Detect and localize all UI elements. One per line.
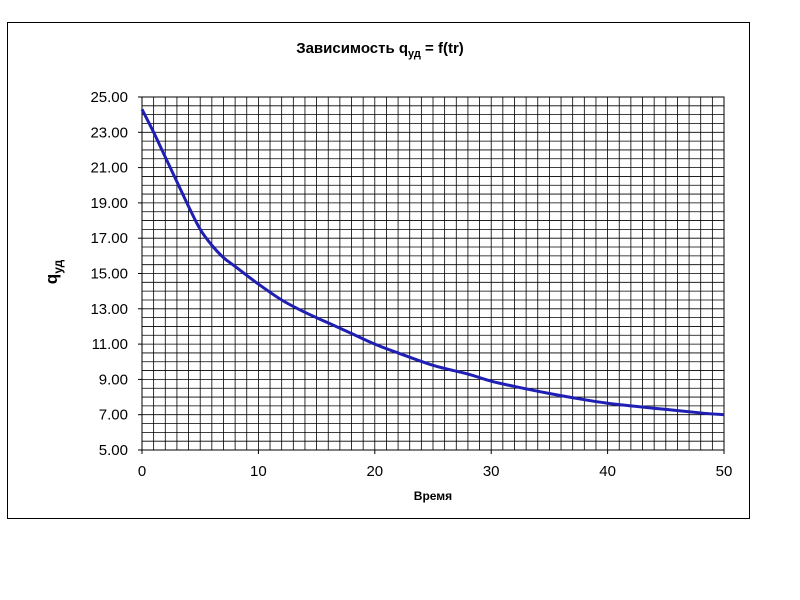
chart-title-rest: = f(tr) — [421, 40, 464, 57]
y-axis-ticks: 5.00 7.00 9.00 11.00 13.00 15.00 17.00 19.00 21.… — [90, 89, 142, 459]
y-axis-label-main: q — [42, 274, 61, 284]
y-axis-label-subscript: уд — [51, 259, 65, 273]
y-axis-label: qуд — [42, 259, 65, 284]
series-group — [140, 108, 725, 417]
y-tick-label: 15.00 — [90, 266, 128, 283]
gridlines — [142, 97, 724, 450]
y-tick-label: 21.00 — [90, 160, 128, 177]
x-tick-label: 40 — [599, 463, 616, 480]
y-tick-label: 9.00 — [99, 371, 128, 388]
series-line — [140, 108, 725, 417]
chart-title: Зависимость qуд = f(tr) — [296, 40, 464, 60]
x-axis-label: Время — [414, 489, 452, 503]
y-tick-label: 11.00 — [92, 336, 128, 353]
x-axis-ticks: 0 10 20 30 40 50 — [138, 450, 733, 480]
plot-area: 5.00 7.00 9.00 11.00 13.00 15.00 17.00 19.00 21.… — [90, 89, 732, 480]
x-tick-label: 50 — [716, 463, 733, 480]
y-tick-label: 23.00 — [90, 124, 128, 141]
y-tick-label: 5.00 — [99, 442, 128, 459]
chart-title-main: Зависимость q — [296, 40, 408, 57]
chart-title-subscript: уд — [408, 48, 421, 60]
y-tick-label: 7.00 — [99, 407, 128, 424]
x-tick-label: 10 — [250, 463, 267, 480]
x-tick-label: 30 — [483, 463, 500, 480]
x-tick-label: 0 — [138, 463, 146, 480]
y-tick-label: 13.00 — [90, 301, 128, 318]
y-tick-label: 17.00 — [90, 230, 128, 247]
y-tick-label: 25.00 — [90, 89, 128, 106]
x-tick-label: 20 — [366, 463, 383, 480]
y-tick-label: 19.00 — [90, 195, 128, 212]
